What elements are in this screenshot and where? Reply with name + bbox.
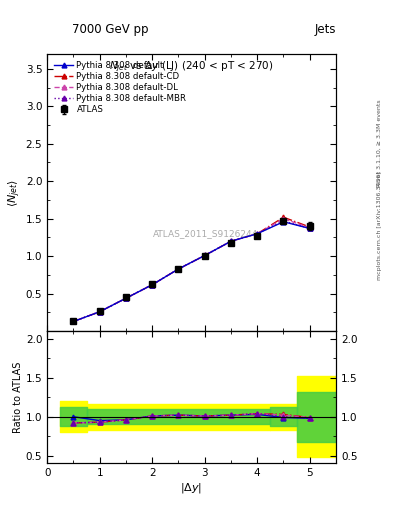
Pythia 8.308 default-CD [176,266,181,272]
Pythia 8.308 default [281,219,286,225]
Pythia 8.308 default-DL [281,216,286,222]
Pythia 8.308 default-MBR [255,231,260,237]
Pythia 8.308 default-MBR [176,266,181,272]
Pythia 8.308 default [176,266,181,272]
Pythia 8.308 default-DL [229,238,233,244]
Text: $N_{jet}$ vs $\Delta y$ (LJ) (240 < pT < 270): $N_{jet}$ vs $\Delta y$ (LJ) (240 < pT <… [109,59,274,74]
Pythia 8.308 default-CD [123,295,128,301]
Pythia 8.308 default [229,238,233,244]
Pythia 8.308 default-DL [71,318,76,325]
Pythia 8.308 default-DL [255,231,260,237]
Pythia 8.308 default-DL [202,252,207,259]
Pythia 8.308 default [97,309,102,315]
Pythia 8.308 default [71,318,76,325]
Y-axis label: $\langle N_{jet}\rangle$: $\langle N_{jet}\rangle$ [7,178,23,207]
Pythia 8.308 default-CD [202,252,207,259]
Text: 7000 GeV pp: 7000 GeV pp [72,23,148,36]
Pythia 8.308 default-DL [123,295,128,301]
Pythia 8.308 default [307,225,312,231]
Text: ATLAS_2011_S9126244: ATLAS_2011_S9126244 [153,229,259,239]
Legend: Pythia 8.308 default, Pythia 8.308 default-CD, Pythia 8.308 default-DL, Pythia 8: Pythia 8.308 default, Pythia 8.308 defau… [51,58,189,117]
Pythia 8.308 default [202,252,207,259]
Pythia 8.308 default-DL [307,225,312,231]
Line: Pythia 8.308 default-DL: Pythia 8.308 default-DL [71,216,312,324]
Pythia 8.308 default-MBR [150,282,154,288]
Line: Pythia 8.308 default: Pythia 8.308 default [71,219,312,324]
Pythia 8.308 default [150,282,154,288]
Line: Pythia 8.308 default-CD: Pythia 8.308 default-CD [71,215,312,324]
Text: Jets: Jets [314,23,336,36]
Pythia 8.308 default-MBR [123,295,128,301]
Pythia 8.308 default-CD [307,224,312,230]
Pythia 8.308 default-MBR [97,309,102,315]
Pythia 8.308 default-CD [97,309,102,315]
Pythia 8.308 default-CD [229,238,233,244]
Pythia 8.308 default-DL [97,309,102,315]
Pythia 8.308 default-CD [255,231,260,237]
Y-axis label: Ratio to ATLAS: Ratio to ATLAS [13,361,23,433]
Pythia 8.308 default-CD [71,318,76,325]
Pythia 8.308 default-CD [150,282,154,288]
Pythia 8.308 default-DL [176,266,181,272]
Pythia 8.308 default-MBR [71,318,76,325]
Pythia 8.308 default-CD [281,214,286,220]
Pythia 8.308 default-MBR [202,252,207,259]
Text: Rivet 3.1.10, ≥ 3.3M events: Rivet 3.1.10, ≥ 3.3M events [377,99,382,187]
Pythia 8.308 default-DL [150,282,154,288]
Pythia 8.308 default-MBR [281,218,286,224]
Pythia 8.308 default-MBR [307,225,312,231]
Pythia 8.308 default-MBR [229,238,233,244]
Pythia 8.308 default [123,295,128,301]
Text: mcplots.cern.ch [arXiv:1306.3436]: mcplots.cern.ch [arXiv:1306.3436] [377,171,382,280]
X-axis label: $|\Delta y|$: $|\Delta y|$ [180,481,203,495]
Pythia 8.308 default [255,231,260,237]
Line: Pythia 8.308 default-MBR: Pythia 8.308 default-MBR [71,219,312,324]
